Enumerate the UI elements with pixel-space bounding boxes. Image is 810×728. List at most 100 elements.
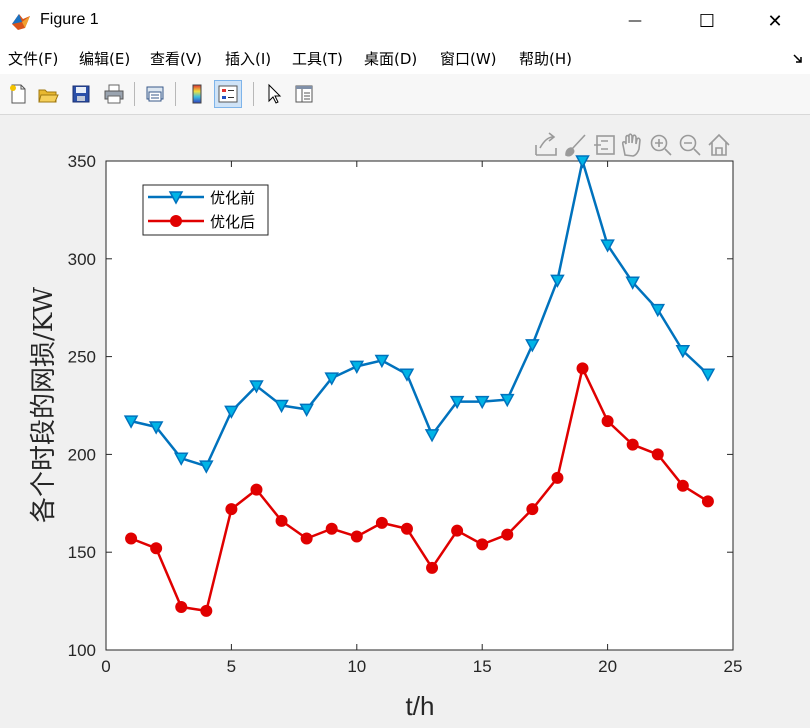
zoom-in-icon[interactable] — [650, 134, 672, 156]
figure-toolbar — [0, 74, 810, 115]
data-point — [324, 372, 339, 386]
print-preview-icon — [146, 86, 164, 102]
data-point — [650, 303, 666, 318]
data-point — [600, 239, 615, 253]
data-point — [576, 362, 589, 375]
legend[interactable]: 优化前 优化后 — [142, 184, 269, 236]
open-file-icon — [38, 89, 59, 103]
edit-plot-button[interactable] — [259, 80, 287, 108]
x-tick-label: 20 — [598, 657, 617, 676]
menu-edit[interactable]: 编辑(E) — [79, 50, 131, 68]
data-point — [625, 276, 640, 290]
data-point — [150, 542, 163, 555]
data-point — [451, 524, 464, 537]
data-point — [375, 516, 388, 529]
legend-label-series-2: 优化后 — [210, 213, 255, 231]
data-point — [349, 360, 365, 374]
data-point — [550, 274, 565, 288]
data-point — [675, 344, 691, 359]
data-point — [275, 514, 288, 527]
x-tick-label: 0 — [101, 657, 110, 676]
data-point — [525, 339, 540, 353]
y-tick-label: 250 — [68, 348, 96, 367]
save-icon — [72, 85, 90, 103]
data-point — [500, 393, 515, 408]
line-chart: 0 5 10 15 20 25 100 150 200 250 300 350 优化前 优化后 t/… — [29, 132, 742, 721]
legend-box — [142, 184, 269, 236]
toolbar-separator — [175, 82, 176, 106]
legend-button[interactable] — [214, 80, 242, 108]
data-point — [249, 380, 264, 394]
data-point — [250, 483, 263, 496]
data-point — [676, 479, 689, 492]
colorbar-button[interactable] — [183, 80, 211, 108]
menu-bar: 文件(F) 编辑(E) 查看(V) 插入(I) 工具(T) 桌面(D) 窗口(W… — [0, 42, 810, 74]
menu-insert[interactable]: 插入(I) — [225, 50, 272, 68]
window-title: Figure 1 — [40, 11, 99, 28]
brush-icon[interactable] — [565, 134, 586, 157]
print-preview-button[interactable] — [141, 80, 169, 108]
x-tick-label: 15 — [473, 657, 492, 676]
title-bar: Figure 1 — ☐ ✕ — [0, 0, 810, 42]
data-point — [200, 604, 213, 617]
property-inspector-icon — [295, 85, 313, 103]
menu-help[interactable]: 帮助(H) — [519, 50, 572, 68]
data-point — [651, 448, 664, 461]
home-icon[interactable] — [708, 133, 730, 156]
menu-view[interactable]: 查看(V) — [150, 50, 202, 68]
maximize-button[interactable]: ☐ — [672, 0, 742, 42]
menu-window[interactable]: 窗口(W) — [440, 50, 497, 68]
minimize-icon: — — [628, 13, 642, 29]
legend-icon — [218, 85, 238, 103]
print-button[interactable] — [100, 80, 128, 108]
property-inspector-button[interactable] — [290, 80, 318, 108]
zoom-out-icon[interactable] — [679, 134, 701, 156]
save-button[interactable] — [67, 80, 95, 108]
data-point — [175, 600, 188, 613]
new-figure-icon — [10, 84, 26, 104]
axes-toolbar — [535, 132, 730, 157]
y-tick-label: 200 — [68, 445, 96, 464]
toolbar-separator — [253, 82, 254, 106]
data-point — [299, 403, 314, 417]
y-tick-label: 350 — [68, 152, 96, 171]
data-point — [700, 368, 716, 382]
y-tick-label: 150 — [68, 543, 96, 562]
figure-canvas: 0 5 10 15 20 25 100 150 200 250 300 350 优化前 优化后 t/… — [0, 115, 810, 724]
data-point — [300, 532, 313, 545]
x-tick-label: 25 — [724, 657, 743, 676]
print-icon — [104, 84, 124, 104]
pan-icon[interactable] — [621, 133, 641, 157]
menu-tools[interactable]: 工具(T) — [292, 50, 343, 68]
data-point — [701, 495, 714, 508]
data-point — [325, 522, 338, 535]
menu-file[interactable]: 文件(F) — [8, 50, 59, 68]
legend-label-series-1: 优化前 — [210, 189, 255, 207]
data-point — [474, 395, 490, 410]
data-point — [426, 561, 439, 574]
data-point — [424, 429, 440, 443]
data-tips-icon[interactable] — [594, 135, 615, 155]
data-point — [173, 452, 189, 466]
data-point — [350, 530, 363, 543]
menu-desktop[interactable]: 桌面(D) — [364, 50, 418, 68]
x-axis: 0 5 10 15 20 25 — [101, 161, 742, 676]
data-point — [400, 522, 413, 535]
open-file-button[interactable] — [34, 80, 62, 108]
series-2 — [125, 362, 714, 617]
legend-marker-series-2 — [170, 215, 182, 227]
series-1 — [123, 155, 716, 474]
data-point — [225, 503, 238, 516]
new-figure-button[interactable] — [4, 80, 32, 108]
matlab-logo-icon — [12, 14, 30, 30]
y-axis-label: 各个时段的网损/KW — [29, 287, 59, 523]
dock-arrow-icon[interactable] — [792, 52, 804, 64]
data-point — [449, 395, 465, 410]
x-axis-label: t/h — [406, 691, 435, 721]
export-icon[interactable] — [535, 132, 557, 156]
close-button[interactable]: ✕ — [740, 0, 810, 42]
x-tick-label: 10 — [347, 657, 366, 676]
legend-marker-series-1 — [168, 191, 184, 205]
minimize-button[interactable]: — — [600, 0, 670, 42]
y-axis: 100 150 200 250 300 350 — [68, 152, 733, 660]
